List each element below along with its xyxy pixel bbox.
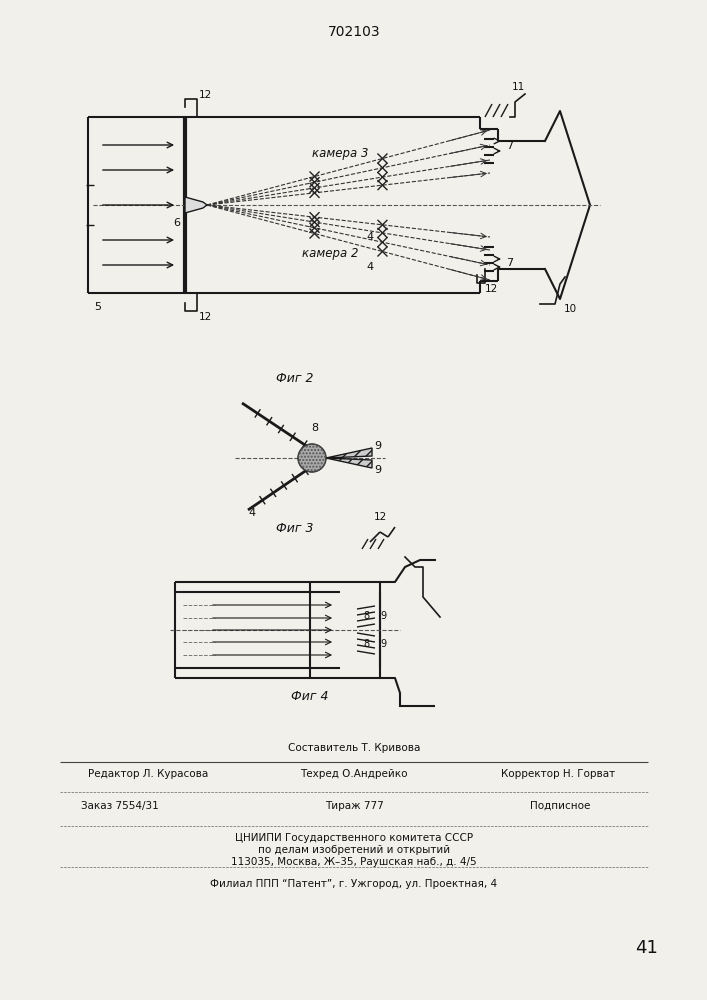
Text: ЦНИИПИ Государственного комитета СССР: ЦНИИПИ Государственного комитета СССР [235,833,473,843]
Text: 8: 8 [312,423,319,433]
Text: Редактор Л. Курасова: Редактор Л. Курасова [88,769,208,779]
Text: 41: 41 [635,939,658,957]
Text: Техред О.Андрейко: Техред О.Андрейко [300,769,408,779]
Text: 9: 9 [380,639,386,649]
Text: 4: 4 [366,262,373,272]
Text: 10: 10 [563,304,577,314]
Text: 12: 12 [373,512,387,522]
Circle shape [298,444,326,472]
Text: 7: 7 [506,258,513,268]
Text: 702103: 702103 [327,25,380,39]
Text: 6: 6 [173,218,180,228]
Text: 4: 4 [248,508,255,518]
Text: Фиг 2: Фиг 2 [276,371,314,384]
Polygon shape [326,448,372,458]
Text: 5: 5 [95,302,102,312]
Text: 7: 7 [506,141,513,151]
Text: камера 2: камера 2 [302,246,358,259]
Text: Подписное: Подписное [530,801,590,811]
Text: Филиал ППП “Патент”, г. Ужгород, ул. Проектная, 4: Филиал ППП “Патент”, г. Ужгород, ул. Про… [211,879,498,889]
Text: 8: 8 [363,611,369,621]
Text: 9: 9 [375,465,382,475]
Text: 4: 4 [366,232,373,242]
Text: 8: 8 [363,639,369,649]
Text: 11: 11 [511,82,525,92]
Polygon shape [185,197,207,213]
Text: Тираж 777: Тираж 777 [325,801,383,811]
Polygon shape [326,458,372,468]
Text: камера 3: камера 3 [312,146,368,159]
Text: 12: 12 [199,312,211,322]
Text: 9: 9 [375,441,382,451]
Text: Составитель Т. Кривова: Составитель Т. Кривова [288,743,420,753]
Text: Фиг 4: Фиг 4 [291,690,329,704]
Text: Фиг 3: Фиг 3 [276,522,314,534]
Text: 113035, Москва, Ж–35, Раушская наб., д. 4/5: 113035, Москва, Ж–35, Раушская наб., д. … [231,857,477,867]
Text: 9: 9 [380,611,386,621]
Text: Корректор Н. Горват: Корректор Н. Горват [501,769,615,779]
Text: Заказ 7554/31: Заказ 7554/31 [81,801,159,811]
Text: 12: 12 [199,90,211,100]
Text: по делам изобретений и открытий: по делам изобретений и открытий [258,845,450,855]
Text: 12: 12 [484,284,498,294]
